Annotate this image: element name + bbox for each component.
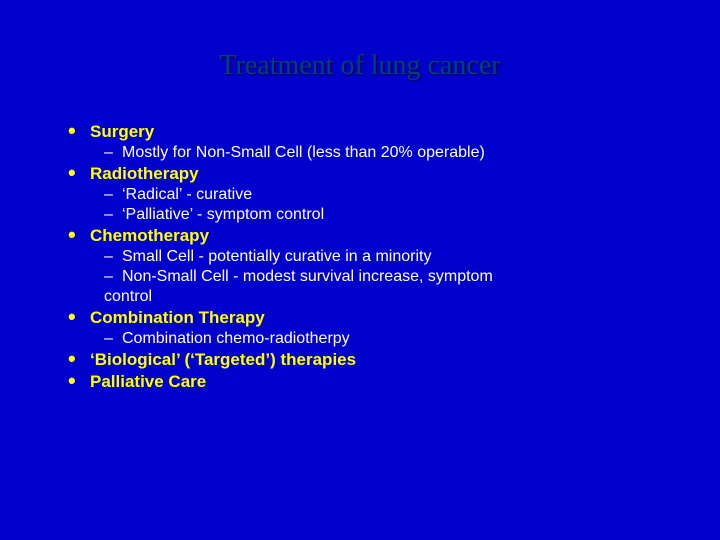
- sub-bullet: Combination chemo-radiotherpy: [60, 330, 670, 348]
- sub-bullet: Mostly for Non-Small Cell (less than 20%…: [60, 144, 670, 162]
- sub-bullet-wrap: control: [60, 288, 670, 306]
- slide-content: Surgery Mostly for Non-Small Cell (less …: [50, 122, 670, 392]
- sub-bullet: Small Cell - potentially curative in a m…: [60, 248, 670, 266]
- bullet-radiotherapy: Radiotherapy: [60, 164, 670, 184]
- slide: Treatment of lung cancer Surgery Mostly …: [0, 0, 720, 540]
- bullet-surgery: Surgery: [60, 122, 670, 142]
- bullet-chemotherapy: Chemotherapy: [60, 226, 670, 246]
- sub-bullet: ‘Radical’ - curative: [60, 186, 670, 204]
- sub-bullet: ‘Palliative’ - symptom control: [60, 206, 670, 224]
- bullet-biological: ‘Biological’ (‘Targeted’) therapies: [60, 350, 670, 370]
- slide-title: Treatment of lung cancer: [50, 50, 670, 82]
- bullet-palliative: Palliative Care: [60, 372, 670, 392]
- bullet-combination: Combination Therapy: [60, 308, 670, 328]
- sub-bullet: Non-Small Cell - modest survival increas…: [60, 268, 670, 286]
